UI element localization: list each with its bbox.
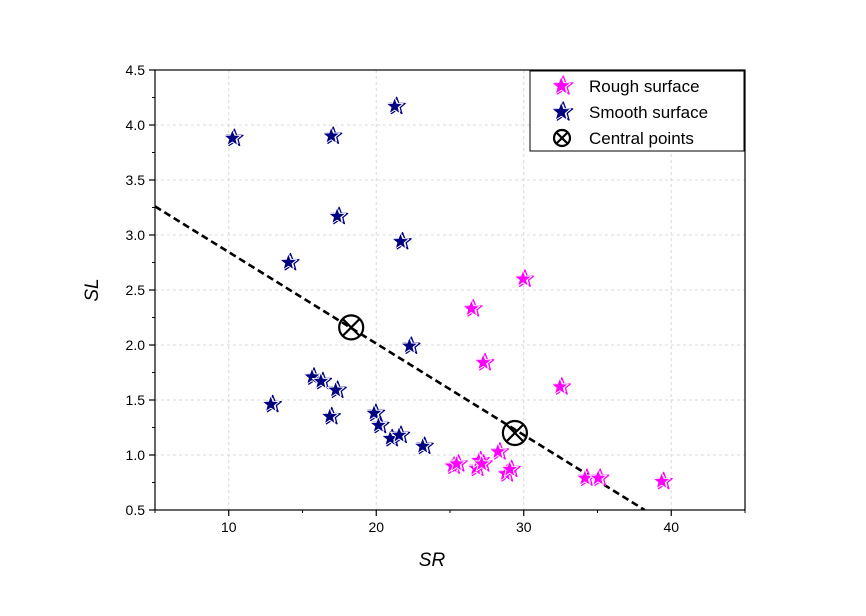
legend-marker bbox=[551, 101, 572, 121]
rough-surface-point bbox=[589, 468, 608, 486]
y-tick-label: 0.5 bbox=[126, 502, 146, 518]
x-tick-label: 30 bbox=[516, 519, 532, 535]
rough-surface-point bbox=[472, 454, 491, 472]
smooth-surface-point bbox=[385, 96, 404, 115]
y-tick-label: 2.0 bbox=[126, 337, 146, 353]
smooth-surface-point bbox=[322, 126, 341, 144]
central-point-marker-cross-b bbox=[341, 318, 361, 337]
legend-marker-cross-b bbox=[555, 131, 569, 145]
x-tick-label: 20 bbox=[368, 519, 384, 535]
smooth-surface-point bbox=[279, 253, 298, 271]
y-tick-label: 1.5 bbox=[126, 392, 146, 408]
y-tick-label: 3.0 bbox=[126, 227, 146, 243]
smooth-surface-point bbox=[311, 371, 330, 390]
fit-line-layer bbox=[155, 205, 646, 510]
data-points-layer bbox=[223, 96, 673, 490]
rough-surface-point bbox=[462, 299, 481, 317]
smooth-surface-point bbox=[303, 367, 322, 385]
rough-surface-point bbox=[550, 377, 569, 395]
smooth-surface-point bbox=[328, 206, 347, 225]
central-point-marker bbox=[338, 314, 365, 341]
axis-ticks: 10 20 30 40 0.5 1.0 1.5 2.0 2.5 3.0 3.5 4.0 4.5 bbox=[126, 62, 746, 535]
legend-item-central-points: Central points bbox=[589, 129, 694, 148]
y-tick-label: 2.5 bbox=[126, 282, 146, 298]
legend-marker bbox=[551, 75, 572, 95]
smooth-surface-point bbox=[364, 403, 383, 421]
rough-surface-point bbox=[652, 471, 671, 490]
smooth-surface-point bbox=[320, 407, 339, 425]
smooth-surface-point bbox=[413, 436, 432, 454]
x-tick-label: 40 bbox=[663, 519, 679, 535]
rough-surface-point bbox=[513, 269, 532, 287]
legend: Rough surface Smooth surface Central point… bbox=[529, 70, 745, 152]
y-tick-label: 4.5 bbox=[126, 62, 146, 78]
rough-surface-point bbox=[474, 353, 493, 371]
rough-surface-point bbox=[488, 442, 507, 460]
legend-item-rough-surface: Rough surface bbox=[589, 77, 700, 96]
legend-marker bbox=[552, 128, 572, 148]
smooth-surface-point bbox=[261, 394, 280, 413]
smooth-surface-point bbox=[326, 380, 345, 398]
central-point-marker-circle bbox=[338, 314, 365, 341]
central-point-marker bbox=[501, 419, 529, 447]
y-tick-label: 4.0 bbox=[126, 117, 146, 133]
smooth-surface-point bbox=[369, 415, 388, 434]
smooth-surface-point bbox=[223, 128, 242, 146]
smooth-surface-point bbox=[391, 232, 410, 250]
rough-surface-point bbox=[447, 454, 466, 472]
smooth-surface-point bbox=[390, 425, 409, 443]
rough-surface-point bbox=[500, 459, 519, 478]
legend-marker-circle bbox=[552, 128, 572, 148]
central-point-marker-cross-b bbox=[505, 423, 525, 443]
fit-line bbox=[155, 205, 646, 510]
x-tick-label: 10 bbox=[221, 519, 237, 535]
y-tick-label: 3.5 bbox=[126, 172, 146, 188]
central-point-marker-circle bbox=[501, 419, 529, 447]
x-axis-title: SR bbox=[419, 550, 446, 571]
legend-item-smooth-surface: Smooth surface bbox=[589, 103, 708, 122]
y-tick-label: 1.0 bbox=[126, 447, 146, 463]
y-axis-title: SL bbox=[82, 278, 103, 301]
smooth-surface-point bbox=[400, 336, 419, 354]
